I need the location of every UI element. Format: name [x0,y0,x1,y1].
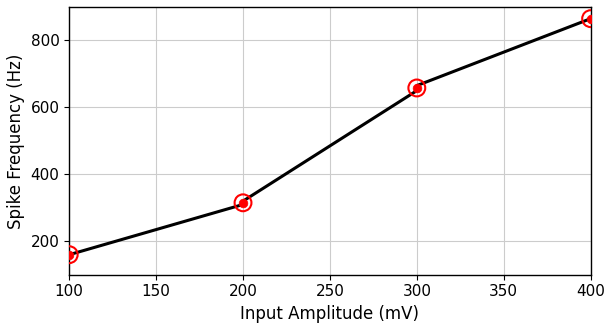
Point [412,85,422,91]
Point [238,200,248,206]
Point [238,200,248,206]
Point [412,85,422,91]
Point [586,16,595,21]
Y-axis label: Spike Frequency (Hz): Spike Frequency (Hz) [7,53,25,229]
Point [64,252,74,257]
Point [586,16,595,21]
Point [64,252,74,257]
X-axis label: Input Amplitude (mV): Input Amplitude (mV) [241,305,419,323]
